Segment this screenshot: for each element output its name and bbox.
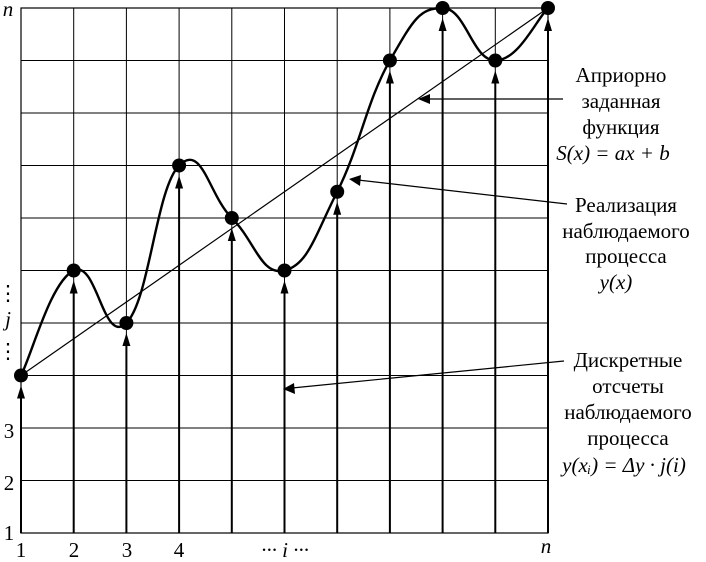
sample-point	[330, 184, 345, 199]
pointer-head-apriori	[418, 94, 430, 104]
sample-point	[66, 263, 81, 278]
y-tick-label: 1	[4, 521, 15, 545]
sample-arrow-head	[491, 70, 500, 84]
x-tick-label: 4	[174, 538, 185, 562]
annotation-apriori-function: Априорно заданная функция S(x) = ax + b	[556, 63, 669, 165]
annotation-process-realization: Реализация наблюдаемого процесса y(x)	[562, 193, 690, 294]
annotation-formula: y(x)	[598, 270, 633, 294]
sample-arrow-head	[69, 280, 78, 294]
annotation-line: процесса	[585, 244, 667, 268]
sample-point	[382, 53, 397, 68]
sample-arrow-head	[438, 18, 447, 31]
sample-arrow-head	[333, 201, 342, 215]
annotation-formula: y(xᵢ) = Δy · j(i)	[560, 453, 686, 477]
annotation-line: отсчеты	[592, 374, 664, 398]
x-tick-label: n	[541, 534, 552, 558]
sample-points	[14, 1, 555, 383]
x-tick-label: 3	[122, 538, 133, 562]
x-tick-label: 2	[69, 538, 80, 562]
y-tick-label: ⋮	[0, 339, 19, 363]
sample-arrow-head	[385, 70, 394, 84]
sample-arrow-head	[175, 175, 184, 189]
y-tick-label: 3	[4, 419, 15, 443]
pointer-head-samples	[283, 383, 295, 394]
annotation-line: заданная	[581, 89, 660, 113]
y-tick-label: 2	[4, 471, 15, 495]
sample-point	[172, 158, 187, 173]
annotation-line: процесса	[587, 426, 669, 450]
y-tick-label: ⋮	[0, 281, 19, 305]
annotation-line: Дискретные	[574, 348, 683, 372]
annotation-line: функция	[582, 115, 660, 139]
pointer-head-process	[349, 175, 361, 186]
sample-arrow-head	[544, 18, 552, 31]
sample-arrow-head	[227, 228, 236, 241]
annotation-formula: S(x) = ax + b	[556, 141, 669, 165]
sample-arrow-head	[17, 385, 25, 399]
annotation-line: наблюдаемого	[562, 219, 690, 243]
sample-arrows	[17, 18, 552, 533]
x-tick-label: 1	[16, 538, 27, 562]
y-tick-label: j	[2, 307, 11, 331]
pointer-line-samples	[291, 360, 565, 389]
x-tick-label: ··· i ···	[261, 538, 309, 562]
sample-arrow-head	[280, 280, 289, 294]
sample-point	[14, 368, 28, 383]
annotation-line: наблюдаемого	[564, 400, 692, 424]
annotation-line: Реализация	[575, 193, 677, 217]
pointer-line-process	[357, 179, 568, 205]
sample-arrow-head	[122, 333, 131, 346]
sample-point	[435, 1, 450, 15]
sample-point	[119, 316, 134, 330]
sample-point	[541, 1, 555, 15]
y-top-label: n	[3, 0, 14, 21]
apriori-line	[20, 7, 549, 376]
annotation-discrete-samples: Дискретные отсчеты наблюдаемого процесса…	[560, 348, 692, 477]
sample-point	[224, 211, 239, 225]
annotation-line: Априорно	[576, 63, 667, 87]
sample-point	[277, 263, 292, 278]
sample-point	[488, 53, 503, 68]
